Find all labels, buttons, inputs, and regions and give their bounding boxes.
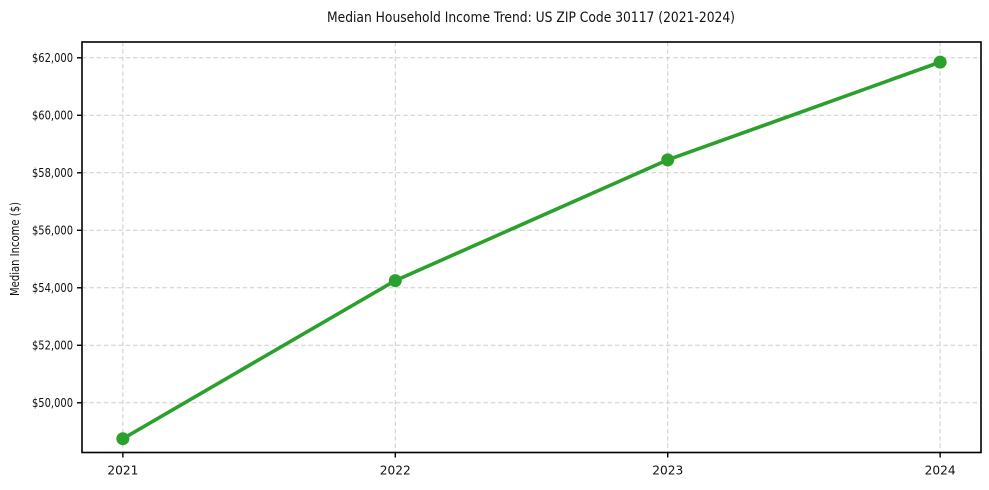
y-tick-label: $60,000 bbox=[32, 108, 73, 122]
chart-title: Median Household Income Trend: US ZIP Co… bbox=[327, 10, 735, 26]
grid-layer bbox=[82, 42, 981, 453]
y-tick-label: $56,000 bbox=[32, 223, 73, 237]
y-tick-label: $62,000 bbox=[32, 51, 73, 65]
data-point-marker bbox=[116, 432, 130, 446]
data-point-marker bbox=[661, 153, 675, 167]
series-layer bbox=[116, 55, 947, 446]
y-tick-label: $58,000 bbox=[32, 166, 73, 180]
x-tick-label: 2021 bbox=[107, 464, 138, 478]
y-tick-label: $54,000 bbox=[32, 281, 73, 295]
y-axis-label: Median Income ($) bbox=[8, 202, 22, 296]
plot-border bbox=[81, 41, 982, 454]
x-tick-label: 2022 bbox=[380, 464, 411, 478]
y-tick-label: $50,000 bbox=[32, 396, 73, 410]
y-tick-label: $52,000 bbox=[32, 338, 73, 352]
data-point-marker bbox=[388, 274, 402, 288]
trend-line bbox=[121, 60, 942, 441]
x-tick-label: 2023 bbox=[652, 464, 683, 478]
data-point-marker bbox=[933, 55, 947, 69]
tick-layer: $50,000 $52,000 $54,000 $56,000 $58,000 $60,0… bbox=[32, 51, 956, 478]
x-tick-label: 2024 bbox=[925, 464, 956, 478]
